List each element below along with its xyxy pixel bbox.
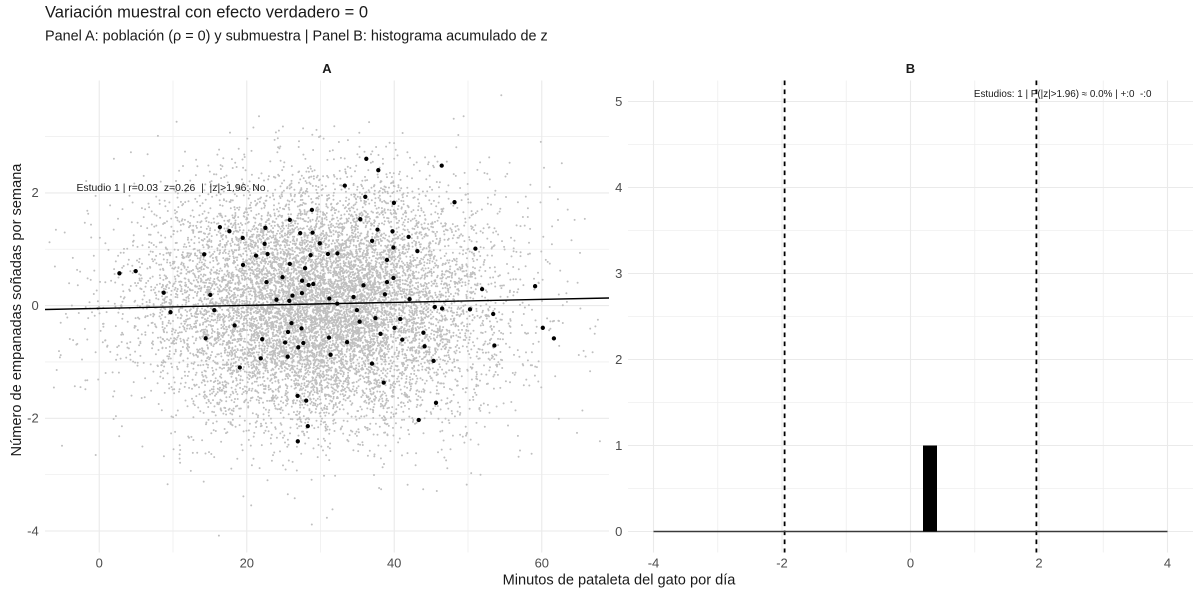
svg-text:Número de empanadas soñadas po: Número de empanadas soñadas por semana (9, 163, 25, 457)
svg-text:0: 0 (615, 524, 622, 539)
svg-text:Estudios: 1 | P(|z|>1.96) ≈ 0.: Estudios: 1 | P(|z|>1.96) ≈ 0.0% | +:0 -… (974, 89, 1152, 100)
svg-text:-4: -4 (648, 556, 660, 571)
svg-text:B: B (906, 61, 915, 76)
svg-text:A: A (322, 61, 332, 76)
svg-text:1: 1 (615, 438, 622, 453)
svg-text:2: 2 (31, 185, 38, 200)
svg-text:-2: -2 (27, 411, 39, 426)
svg-text:40: 40 (387, 556, 401, 571)
svg-text:Minutos de pataleta del gato p: Minutos de pataleta del gato por día (503, 573, 737, 589)
svg-text:Panel A: población (ρ = 0) y s: Panel A: población (ρ = 0) y submuestra … (45, 28, 548, 44)
svg-text:4: 4 (615, 180, 622, 195)
svg-text:Estudio 1 | r=0.03 z=0.26 |: Estudio 1 | r=0.03 z=0.26 | |z|>1.96: No (77, 183, 266, 194)
svg-text:-4: -4 (27, 523, 39, 538)
svg-text:2: 2 (1035, 556, 1042, 571)
svg-text:5: 5 (615, 94, 622, 109)
svg-text:0: 0 (907, 556, 914, 571)
svg-text:4: 4 (1164, 556, 1171, 571)
svg-text:0: 0 (96, 556, 103, 571)
svg-text:3: 3 (615, 266, 622, 281)
svg-text:20: 20 (240, 556, 254, 571)
svg-text:Variación muestral con efecto: Variación muestral con efecto verdadero … (45, 4, 368, 22)
svg-text:60: 60 (535, 556, 549, 571)
svg-text:2: 2 (615, 352, 622, 367)
svg-text:0: 0 (31, 298, 38, 313)
svg-text:-2: -2 (776, 556, 788, 571)
